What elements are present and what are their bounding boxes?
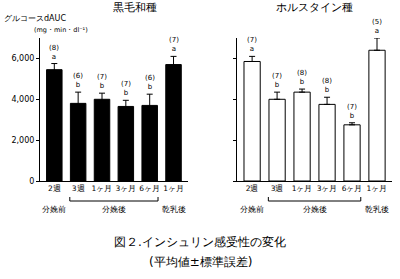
svg-text:6ヶ月: 6ヶ月 [139,184,160,193]
svg-text:分娩前: 分娩前 [42,205,66,214]
svg-text:(mg・min・dl⁻¹): (mg・min・dl⁻¹) [34,26,88,34]
svg-text:0: 0 [29,177,34,186]
svg-text:1ヶ月: 1ヶ月 [163,184,184,193]
svg-text:3ヶ月: 3ヶ月 [317,184,338,193]
svg-text:図２.インシュリン感受性の変化: 図２.インシュリン感受性の変化 [114,235,286,249]
svg-text:4,000: 4,000 [11,95,34,104]
svg-text:黒毛和種: 黒毛和種 [113,1,157,14]
svg-text:乾乳後: 乾乳後 [162,205,186,214]
svg-text:2週: 2週 [48,184,61,193]
svg-text:1ヶ月: 1ヶ月 [367,184,388,193]
svg-text:(7)a: (7)a [247,36,257,53]
svg-text:2,000: 2,000 [11,136,34,145]
svg-text:(8)b: (8)b [297,69,307,86]
svg-text:分娩後: 分娩後 [102,205,126,214]
svg-text:(6)b: (6)b [145,74,155,91]
svg-text:1ヶ月: 1ヶ月 [292,184,313,193]
svg-text:分娩前: 分娩前 [240,205,264,214]
svg-text:分娩後: 分娩後 [303,205,327,214]
svg-text:3週: 3週 [72,184,85,193]
svg-text:(7)b: (7)b [347,103,357,120]
svg-text:(7)b: (7)b [97,73,107,90]
svg-text:(7)a: (7)a [169,36,179,53]
svg-text:2週: 2週 [246,184,259,193]
svg-text:(平均値±標準誤差): (平均値±標準誤差) [149,255,252,269]
svg-text:(7)b: (7)b [272,72,282,89]
svg-text:(7)b: (7)b [121,80,131,97]
svg-text:(6)b: (6)b [73,72,83,89]
svg-text:6,000: 6,000 [11,54,34,63]
svg-text:グルコースdAUC: グルコースdAUC [4,14,66,23]
svg-text:(5)a: (5)a [372,18,382,35]
svg-text:(8)b: (8)b [322,77,332,94]
svg-text:1ヶ月: 1ヶ月 [92,184,113,193]
svg-text:(8)a: (8)a [49,44,59,61]
svg-text:ホルスタイン種: ホルスタイン種 [276,1,353,14]
svg-text:6ヶ月: 6ヶ月 [342,184,363,193]
svg-text:3ヶ月: 3ヶ月 [115,184,136,193]
svg-text:3週: 3週 [271,184,284,193]
svg-text:乾乳後: 乾乳後 [365,205,389,214]
